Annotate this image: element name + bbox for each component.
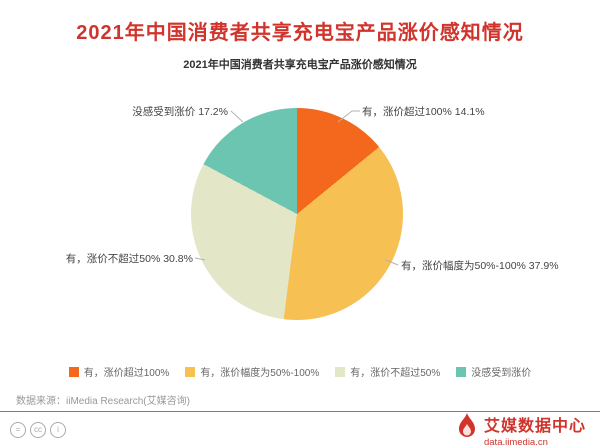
flame-icon: [455, 412, 479, 447]
footer-divider: [0, 411, 600, 412]
pie-chart: [191, 108, 403, 320]
slice-label-50-100: 有，涨价幅度为50%-100% 37.9%: [401, 260, 559, 272]
creative-commons-icon[interactable]: cc: [30, 422, 46, 438]
brand-url[interactable]: data.iimedia.cn: [483, 437, 548, 448]
page-title: 2021年中国消费者共享充电宝产品涨价感知情况: [76, 22, 524, 44]
legend-item: 没感受到涨价: [456, 364, 531, 379]
data-source-note: 数据来源：iiMedia Research(艾媒咨询): [16, 396, 190, 407]
legend-label: 有，涨价幅度为50%-100%: [200, 368, 320, 379]
slice-label-no-increase: 没感受到涨价 17.2%: [132, 106, 228, 118]
legend-item: 有，涨价超过100%: [68, 364, 170, 379]
brand-name[interactable]: 艾媒数据中心: [483, 418, 586, 435]
legend-swatch-teal: [456, 366, 467, 377]
attribution-person-icon[interactable]: i: [50, 422, 66, 438]
legend-item: 有，涨价不超过50%: [335, 364, 440, 379]
legend-label: 有，涨价不超过50%: [350, 368, 441, 379]
equals-license-icon[interactable]: =: [10, 422, 26, 438]
iimedia-brand[interactable]: 艾媒数据中心 data.iimedia.cn: [455, 412, 586, 448]
legend-swatch-orange: [68, 366, 79, 377]
slice-label-under-50: 有，涨价不超过50% 30.8%: [65, 253, 193, 265]
legend-swatch-yellow: [185, 366, 196, 377]
slice-label-over-100: 有，涨价超过100% 14.1%: [362, 106, 485, 118]
chart-legend: 有，涨价超过100% 有，涨价幅度为50%-100% 有，涨价不超过50% 没感…: [0, 364, 600, 379]
chart-subtitle: 2021年中国消费者共享充电宝产品涨价感知情况: [183, 59, 417, 71]
legend-label: 有，涨价超过100%: [83, 368, 170, 379]
legend-swatch-pale-green: [335, 366, 346, 377]
license-icons[interactable]: = cc i: [10, 422, 66, 438]
legend-item: 有，涨价幅度为50%-100%: [185, 364, 319, 379]
legend-label: 没感受到涨价: [471, 368, 532, 379]
